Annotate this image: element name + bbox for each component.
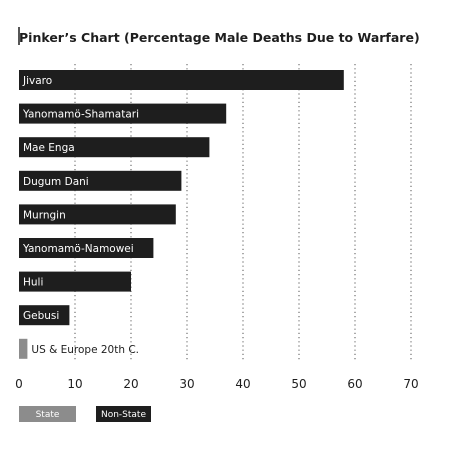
bar-yanomam-shamatari xyxy=(19,103,227,124)
bar-mae-enga xyxy=(19,137,210,158)
bar-label-yanomam-shamatari: Yanomamö-Shamatari xyxy=(22,109,139,121)
x-tick-label-50: 50 xyxy=(291,377,306,391)
bar-label-gebusi: Gebusi xyxy=(23,310,59,322)
x-tick-label-40: 40 xyxy=(235,377,250,391)
legend-swatch-non-state xyxy=(96,406,151,422)
x-tick-label-70: 70 xyxy=(403,377,418,391)
legend-label-state: State xyxy=(36,410,60,420)
bar-huli xyxy=(19,271,131,292)
bar-us-europe-20th-c xyxy=(19,338,28,359)
chart-title: Pinker’s Chart (Percentage Male Deaths D… xyxy=(19,30,420,45)
bar-label-us-europe-20th-c: US & Europe 20th C. xyxy=(31,344,139,356)
x-tick-label-0: 0 xyxy=(15,377,23,391)
bar-dugum-dani xyxy=(19,170,182,191)
x-tick-label-30: 30 xyxy=(179,377,194,391)
legend-label-non-state: Non-State xyxy=(101,410,146,420)
bars-group: Jivaro Yanomamö-Shamatari Mae Enga Dugum Da… xyxy=(19,70,344,359)
bar-label-jivaro: Jivaro xyxy=(22,75,52,87)
legend-swatch-state xyxy=(19,406,76,422)
x-tick-label-60: 60 xyxy=(347,377,362,391)
bar-label-huli: Huli xyxy=(23,277,43,289)
legend: State Non-State xyxy=(19,406,151,422)
x-tick-label-10: 10 xyxy=(67,377,82,391)
grid-lines xyxy=(74,64,412,362)
bar-label-dugum-dani: Dugum Dani xyxy=(23,176,89,188)
bar-jivaro xyxy=(19,70,344,90)
x-tick-label-20: 20 xyxy=(123,377,138,391)
bar-yanomam-namowei xyxy=(19,238,154,258)
bar-label-mae-enga: Mae Enga xyxy=(23,142,75,154)
x-axis-ticks: 0 10 20 30 40 50 60 70 xyxy=(15,377,418,391)
bar-label-murngin: Murngin xyxy=(23,209,66,221)
bar-label-yanomam-namowei: Yanomamö-Namowei xyxy=(22,243,134,255)
bar-gebusi xyxy=(19,305,70,326)
bar-murngin xyxy=(19,204,176,225)
